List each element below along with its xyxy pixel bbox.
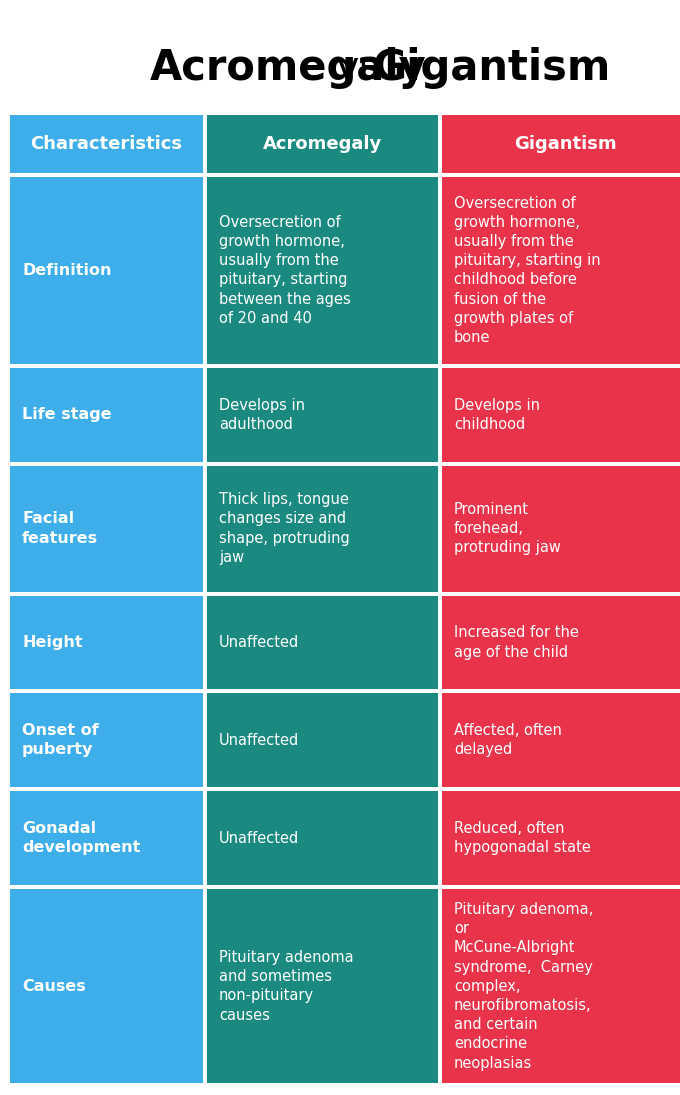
Bar xyxy=(10,462,680,465)
Text: Height: Height xyxy=(22,635,83,650)
Bar xyxy=(10,177,203,364)
Bar xyxy=(10,1083,680,1087)
Bar xyxy=(442,693,680,787)
Bar xyxy=(207,115,438,173)
Text: Facial
features: Facial features xyxy=(22,511,98,545)
Bar xyxy=(442,889,680,1083)
Text: Prominent
forehead,
protruding jaw: Prominent forehead, protruding jaw xyxy=(454,502,561,555)
Text: vs: vs xyxy=(324,49,392,87)
Bar xyxy=(207,693,438,787)
Bar xyxy=(10,596,203,690)
Text: Life stage: Life stage xyxy=(22,407,112,423)
Bar xyxy=(10,889,203,1083)
Bar xyxy=(207,465,438,591)
Text: Oversecretion of
growth hormone,
usually from the
pituitary, starting in
childho: Oversecretion of growth hormone, usually… xyxy=(454,196,600,345)
Text: Develops in
childhood: Develops in childhood xyxy=(454,397,540,431)
Bar xyxy=(207,596,438,690)
Bar xyxy=(438,115,442,1085)
Bar xyxy=(442,792,680,885)
Text: Unaffected: Unaffected xyxy=(219,635,299,650)
Text: Unaffected: Unaffected xyxy=(219,831,299,845)
Text: Acromegaly: Acromegaly xyxy=(150,47,426,89)
Bar xyxy=(10,787,680,792)
Bar xyxy=(10,173,680,177)
Bar xyxy=(203,115,207,1085)
Bar xyxy=(10,885,680,889)
Bar xyxy=(10,591,680,596)
Bar xyxy=(10,690,680,693)
Text: Definition: Definition xyxy=(22,263,112,278)
Text: Pituitary adenoma
and sometimes
non-pituitary
causes: Pituitary adenoma and sometimes non-pitu… xyxy=(219,950,354,1023)
Bar xyxy=(10,693,203,787)
Text: Increased for the
age of the child: Increased for the age of the child xyxy=(454,625,579,659)
Text: Unaffected: Unaffected xyxy=(219,733,299,748)
Bar xyxy=(207,889,438,1083)
Text: Pituitary adenoma,
or
McCune-Albright
syndrome,  Carney
complex,
neurofibromatos: Pituitary adenoma, or McCune-Albright sy… xyxy=(454,902,593,1071)
Bar xyxy=(442,115,680,173)
Bar xyxy=(10,792,203,885)
Text: Onset of
puberty: Onset of puberty xyxy=(22,724,99,758)
Text: Gonadal
development: Gonadal development xyxy=(22,821,140,855)
Bar xyxy=(10,465,203,591)
Bar xyxy=(442,368,680,462)
Text: Characteristics: Characteristics xyxy=(31,135,182,153)
Bar xyxy=(442,596,680,690)
Bar xyxy=(10,115,680,173)
Text: Acromegaly: Acromegaly xyxy=(263,135,382,153)
Bar xyxy=(442,177,680,364)
Text: Reduced, often
hypogonadal state: Reduced, often hypogonadal state xyxy=(454,821,591,855)
Bar xyxy=(10,115,203,173)
Bar xyxy=(207,792,438,885)
Bar xyxy=(207,368,438,462)
Text: Gigantism: Gigantism xyxy=(373,47,611,89)
Text: Develops in
adulthood: Develops in adulthood xyxy=(219,397,305,431)
Text: Thick lips, tongue
changes size and
shape, protruding
jaw: Thick lips, tongue changes size and shap… xyxy=(219,493,350,565)
Bar xyxy=(442,465,680,591)
Bar xyxy=(10,368,203,462)
Bar xyxy=(207,177,438,364)
Bar xyxy=(10,364,680,368)
Text: Causes: Causes xyxy=(22,979,86,994)
Text: Oversecretion of
growth hormone,
usually from the
pituitary, starting
between th: Oversecretion of growth hormone, usually… xyxy=(219,215,351,326)
Text: Affected, often
delayed: Affected, often delayed xyxy=(454,724,562,758)
Text: Gigantism: Gigantism xyxy=(513,135,616,153)
